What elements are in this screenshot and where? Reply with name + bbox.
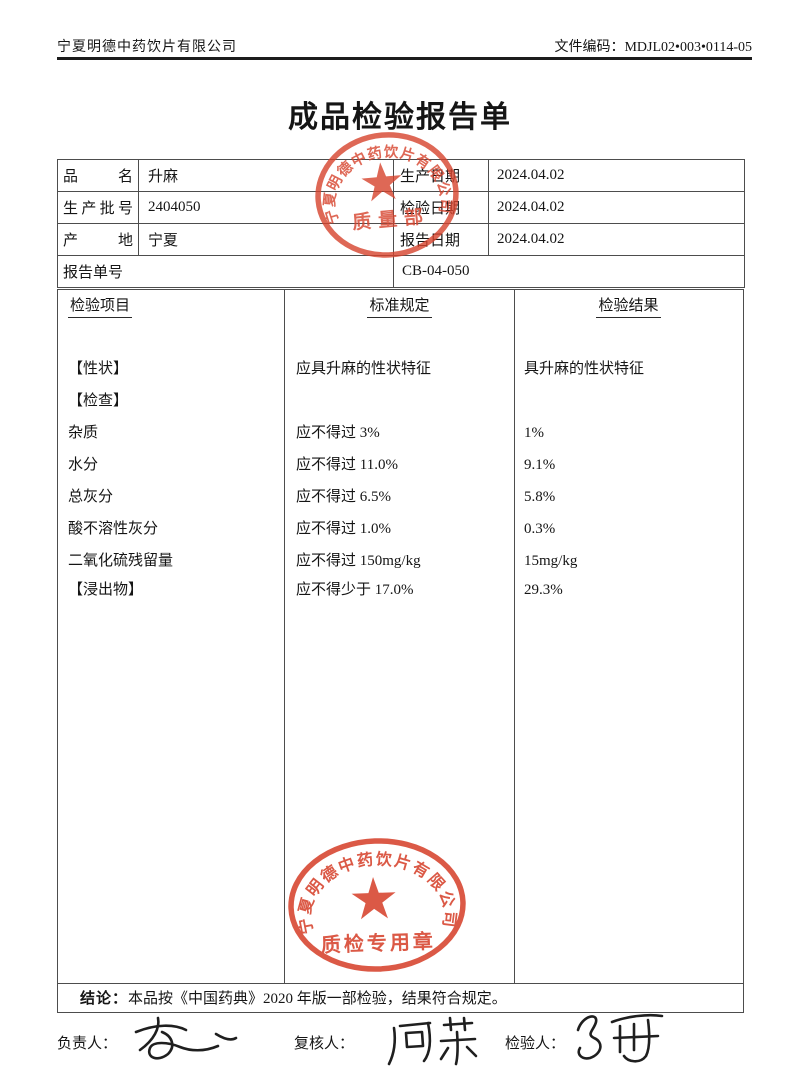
item-cell: 水分 [68,457,99,473]
conclusion-text: 本品按《中国药典》2020 年版一部检验，结果符合规定。 [128,991,507,1007]
item-cell: 杂质 [68,425,99,441]
inspector-signature [576,1013,664,1063]
production-date-value: 2024.04.02 [488,159,745,192]
company-name: 宁夏明德中药饮片有限公司 [57,40,237,55]
product-name-value: 升麻 [138,159,394,192]
column-divider [514,290,515,983]
column-divider [284,290,285,983]
report-date-label: 报告日期 [393,223,489,256]
standard-cell: 应具升麻的性状特征 [296,361,432,377]
batch-no-label: 生产批号 [57,191,139,224]
conclusion-row: 结论：本品按《中国药典》2020 年版一部检验，结果符合规定。 [58,983,743,1013]
report-no-value: CB-04-050 [393,255,745,288]
column-header-standard: 标准规定 [285,296,514,318]
production-date-label: 生产日期 [393,159,489,192]
reviewer-label: 复核人： [294,1036,355,1052]
inspection-date-value: 2024.04.02 [488,191,745,224]
origin-value: 宁夏 [138,223,394,256]
report-no-label: 报告单号 [57,255,394,288]
table-row: 产地 宁夏 报告日期 2024.04.02 [57,223,745,256]
inspector-label: 检验人： [505,1036,566,1052]
conclusion-label: 结论： [80,991,129,1007]
column-header-result: 检验结果 [515,296,742,318]
column-header-item: 检验项目 [68,296,133,318]
result-cell: 9.1% [524,457,556,473]
table-row: 【检查】 [58,391,743,411]
result-cell: 5.8% [524,489,556,505]
standard-cell: 应不得过 1.0% [296,521,391,537]
responsible-label: 负责人： [57,1036,118,1052]
standard-cell: 应不得过 11.0% [296,457,398,473]
table-row: 【性状】 应具升麻的性状特征 具升麻的性状特征 [58,359,743,379]
inspection-date-label: 检验日期 [393,191,489,224]
responsible-signature [134,1016,238,1060]
table-row: 生产批号 2404050 检验日期 2024.04.02 [57,191,745,224]
result-cell: 1% [524,425,544,441]
product-name-label: 品名 [57,159,139,192]
item-cell: 【性状】 [68,361,129,377]
item-cell: 二氧化硫残留量 [68,553,174,569]
table-row: 报告单号 CB-04-050 [57,255,745,288]
standard-cell [284,391,514,411]
header-rule [57,57,752,60]
result-cell: 0.3% [524,521,556,537]
table-row: 水分 应不得过 11.0% 9.1% [58,455,743,475]
document-code: 文件编码：MDJL02•003•0114-05 [554,40,752,55]
result-cell: 15mg/kg [524,553,578,569]
table-row: 品名 升麻 生产日期 2024.04.02 [57,159,745,192]
product-info-table: 品名 升麻 生产日期 2024.04.02 生产批号 2404050 检验日期 … [57,159,745,288]
table-row: 【浸出物】 应不得少于 17.0% 29.3% [58,580,743,600]
table-row: 酸不溶性灰分 应不得过 1.0% 0.3% [58,519,743,539]
standard-cell: 应不得过 6.5% [296,489,391,505]
batch-no-value: 2404050 [138,191,394,224]
result-cell: 具升麻的性状特征 [524,361,645,377]
table-row: 二氧化硫残留量 应不得过 150mg/kg 15mg/kg [58,551,743,571]
item-cell: 【检查】 [68,393,129,409]
item-cell: 酸不溶性灰分 [68,521,159,537]
page-title: 成品检验报告单 [288,101,512,134]
reviewer-signature [387,1016,478,1066]
table-row: 总灰分 应不得过 6.5% 5.8% [58,487,743,507]
result-cell [514,391,742,411]
item-cell: 【浸出物】 [68,582,144,598]
report-date-value: 2024.04.02 [488,223,745,256]
table-row: 杂质 应不得过 3% 1% [58,423,743,443]
standard-cell: 应不得少于 17.0% [296,582,414,598]
standard-cell: 应不得过 150mg/kg [296,553,421,569]
origin-label: 产地 [57,223,139,256]
result-cell: 29.3% [524,582,563,598]
item-cell: 总灰分 [68,489,114,505]
inspection-table: 检验项目 标准规定 检验结果 【性状】 应具升麻的性状特征 具升麻的性状特征 【… [57,289,744,1013]
standard-cell: 应不得过 3% [296,425,380,441]
